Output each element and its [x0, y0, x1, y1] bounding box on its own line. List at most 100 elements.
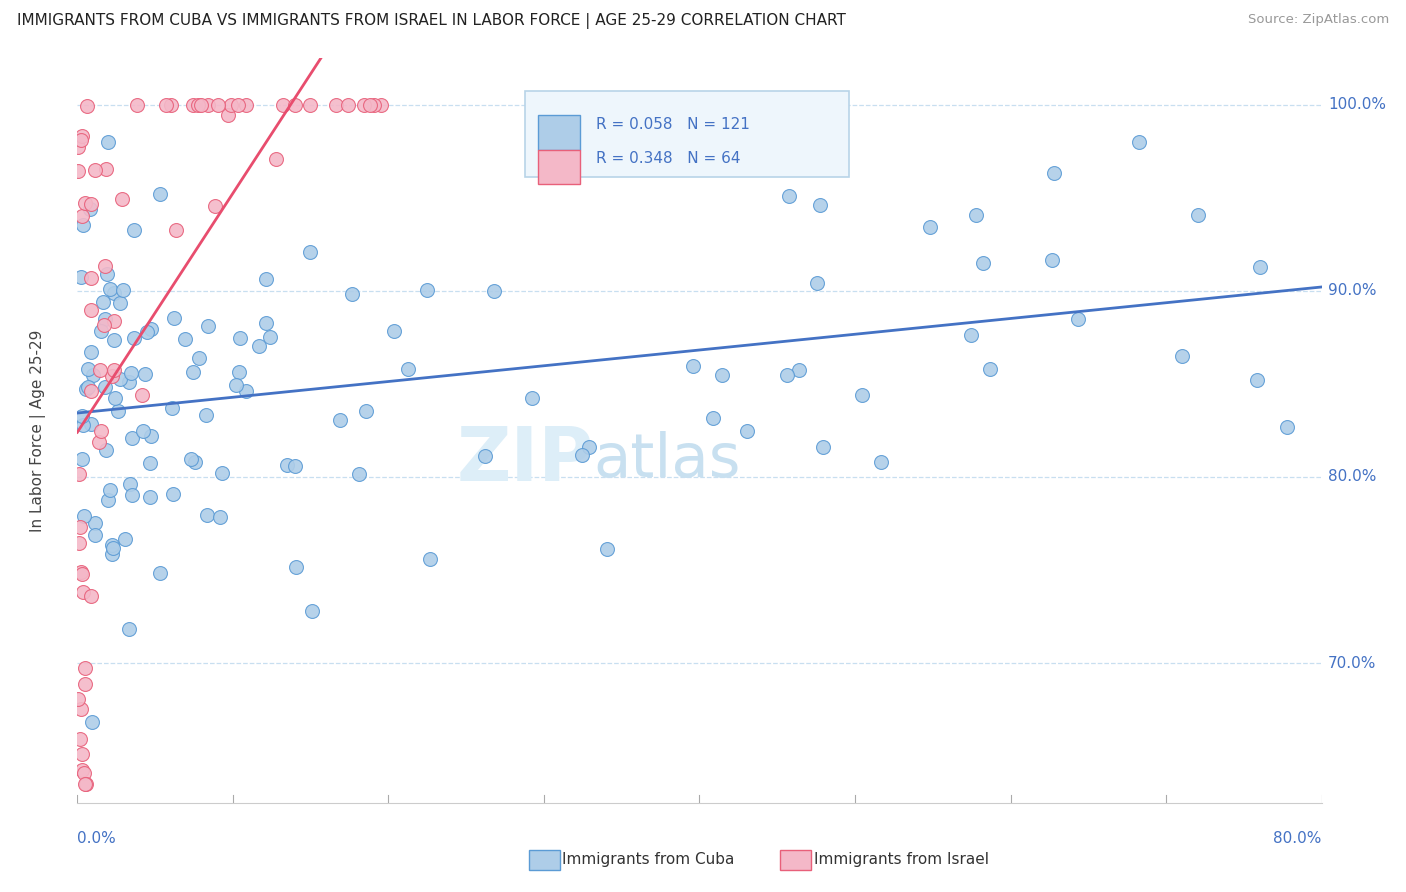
Point	[101, 368, 124, 383]
Point	[204, 199, 226, 213]
Point	[139, 322, 162, 336]
Point	[972, 256, 994, 270]
Point	[66, 164, 89, 178]
Point	[132, 425, 155, 439]
Text: R = 0.058   N = 121: R = 0.058 N = 121	[596, 117, 749, 131]
Point	[301, 604, 323, 618]
Point	[217, 107, 239, 121]
Point	[247, 339, 270, 353]
Point	[229, 331, 252, 345]
Point	[162, 487, 184, 501]
Point	[1277, 419, 1299, 434]
Point	[806, 276, 828, 290]
Point	[208, 509, 231, 524]
Text: 0.0%: 0.0%	[77, 830, 117, 846]
Point	[396, 362, 419, 376]
FancyBboxPatch shape	[537, 115, 581, 150]
Point	[298, 244, 321, 259]
Point	[141, 429, 163, 443]
Text: 100.0%: 100.0%	[1327, 97, 1386, 112]
Point	[94, 442, 117, 457]
Point	[80, 384, 103, 399]
Text: 80.0%: 80.0%	[1327, 469, 1376, 484]
Point	[111, 193, 134, 207]
Point	[370, 97, 392, 112]
Point	[89, 363, 111, 377]
Point	[67, 140, 90, 154]
Text: 80.0%: 80.0%	[1274, 830, 1322, 846]
Point	[1249, 260, 1271, 274]
Point	[195, 508, 218, 523]
Point	[122, 331, 145, 345]
Point	[787, 362, 810, 376]
Point	[82, 368, 104, 382]
Point	[79, 202, 101, 216]
FancyBboxPatch shape	[526, 92, 849, 178]
Text: ZIP: ZIP	[457, 424, 593, 497]
Point	[1187, 208, 1209, 222]
Point	[75, 661, 97, 675]
Point	[347, 467, 370, 481]
Point	[84, 516, 107, 530]
Point	[80, 197, 103, 211]
Point	[80, 589, 103, 603]
Point	[75, 382, 97, 396]
Point	[1128, 135, 1150, 149]
Point	[69, 519, 91, 533]
Point	[187, 97, 209, 112]
Point	[70, 452, 93, 467]
Point	[363, 97, 385, 112]
Point	[70, 747, 93, 761]
Point	[149, 566, 172, 581]
Point	[73, 777, 96, 791]
Text: IMMIGRANTS FROM CUBA VS IMMIGRANTS FROM ISRAEL IN LABOR FORCE | AGE 25-29 CORREL: IMMIGRANTS FROM CUBA VS IMMIGRANTS FROM …	[17, 13, 846, 29]
Point	[69, 732, 91, 747]
Point	[73, 509, 96, 524]
Point	[180, 452, 202, 467]
Point	[108, 295, 131, 310]
Point	[120, 366, 142, 380]
Point	[207, 97, 229, 112]
Point	[72, 418, 94, 433]
Point	[91, 294, 114, 309]
Point	[72, 219, 94, 233]
Point	[111, 283, 134, 297]
Point	[190, 97, 212, 112]
Point	[75, 777, 97, 791]
Point	[228, 365, 250, 379]
Point	[181, 365, 204, 379]
Point	[416, 283, 439, 297]
Point	[73, 766, 96, 780]
Bar	[780, 850, 811, 870]
Point	[114, 533, 136, 547]
Point	[181, 97, 204, 112]
Point	[98, 483, 121, 498]
Point	[131, 388, 153, 402]
Point	[183, 455, 205, 469]
Point	[298, 97, 321, 112]
Point	[960, 327, 983, 342]
Point	[70, 128, 93, 143]
Point	[77, 362, 100, 376]
Text: Immigrants from Israel: Immigrants from Israel	[814, 853, 988, 867]
Point	[235, 384, 257, 399]
Point	[813, 440, 835, 454]
Point	[271, 97, 294, 112]
Point	[266, 152, 288, 166]
Point	[103, 314, 125, 328]
Point	[121, 488, 143, 502]
Point	[474, 449, 496, 463]
Point	[149, 187, 172, 202]
Point	[121, 431, 143, 445]
Point	[735, 424, 758, 438]
Point	[595, 541, 617, 556]
Point	[96, 267, 118, 281]
Point	[353, 97, 375, 112]
Bar	[529, 850, 560, 870]
FancyBboxPatch shape	[537, 150, 581, 184]
Text: In Labor Force | Age 25-29: In Labor Force | Age 25-29	[30, 329, 45, 532]
Point	[136, 325, 159, 339]
Point	[80, 345, 103, 359]
Point	[778, 189, 800, 203]
Point	[235, 97, 257, 112]
